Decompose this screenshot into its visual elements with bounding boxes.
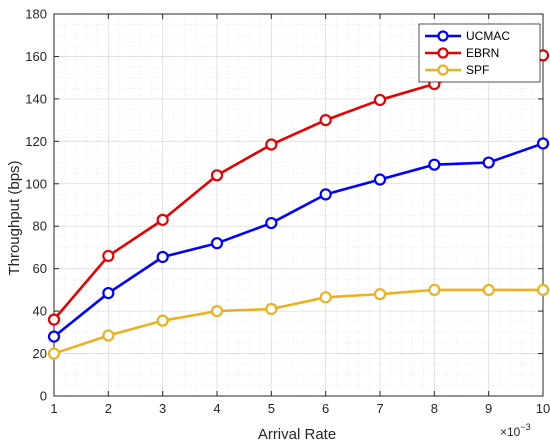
y-tick-label: 0 — [40, 389, 47, 404]
y-tick-label: 160 — [25, 49, 47, 64]
legend-marker-ebrn — [437, 47, 449, 59]
x-multiplier-exponent: −3 — [520, 422, 530, 432]
data-point-spf — [536, 283, 550, 296]
x-axis-ticks: 1 2 3 4 5 6 7 8 9 10 — [50, 14, 550, 416]
x-tick-label: 2 — [105, 401, 112, 416]
legend-label-ebrn: EBRN — [466, 46, 499, 60]
data-point-spf — [210, 305, 224, 318]
data-point-ucmac — [265, 216, 278, 230]
legend-label-ucmac: UCMAC — [466, 29, 510, 43]
data-point-spf — [482, 283, 495, 296]
x-tick-label: 7 — [376, 401, 383, 416]
y-tick-label: 60 — [33, 261, 47, 276]
legend-entry-spf: SPF — [425, 63, 489, 77]
legend-entry-ucmac: UCMAC — [425, 29, 510, 43]
x-tick-label: 1 — [50, 401, 57, 416]
plot-frame — [53, 13, 544, 397]
data-point-ucmac — [156, 250, 169, 264]
data-point-ebrn — [210, 169, 224, 182]
y-tick-label: 120 — [25, 134, 47, 149]
y-tick-label: 40 — [33, 304, 47, 319]
series-line-spf — [53, 288, 543, 355]
data-point-spf — [265, 302, 278, 316]
legend-label-spf: SPF — [466, 63, 489, 77]
x-tick-label: 6 — [322, 401, 329, 416]
series-ucmac — [47, 137, 550, 343]
data-point-spf — [373, 288, 387, 301]
data-point-ucmac — [47, 330, 61, 343]
legend-marker-spf — [437, 64, 449, 76]
legend-marker-ucmac — [437, 30, 449, 42]
y-axis-label: Throughput (bps) — [6, 160, 23, 275]
x-tick-label: 4 — [213, 401, 220, 416]
y-tick-label: 20 — [33, 346, 47, 361]
y-tick-label: 180 — [25, 7, 47, 22]
data-point-ebrn — [156, 213, 169, 226]
data-point-ucmac — [102, 286, 115, 300]
series-spf — [47, 283, 550, 360]
y-tick-label: 100 — [25, 176, 47, 191]
x-axis-multiplier: ×10−3 — [500, 422, 531, 439]
data-point-ucmac — [536, 137, 550, 150]
data-point-ucmac — [482, 156, 495, 169]
data-point-ucmac — [319, 188, 332, 201]
data-point-ucmac — [373, 173, 387, 186]
x-axis-label: Arrival Rate — [258, 426, 336, 443]
data-point-spf — [156, 314, 169, 327]
data-point-ebrn — [319, 114, 332, 127]
data-point-ebrn — [265, 138, 278, 151]
x-multiplier-base: ×10 — [500, 425, 521, 439]
legend-entry-ebrn: EBRN — [425, 46, 499, 60]
y-tick-label: 80 — [33, 219, 47, 234]
data-point-ucmac — [428, 158, 441, 171]
data-point-spf — [47, 347, 61, 360]
series-line-ucmac — [53, 142, 544, 338]
x-tick-label: 5 — [268, 401, 275, 416]
y-tick-label: 140 — [25, 91, 47, 106]
data-point-ebrn — [47, 313, 61, 326]
data-point-spf — [102, 329, 115, 342]
data-point-ebrn — [373, 93, 387, 107]
x-tick-label: 9 — [485, 401, 492, 416]
data-point-ebrn — [102, 249, 115, 263]
legend: UCMAC EBRN SPF — [418, 23, 541, 83]
y-axis-ticks: 0 20 40 60 80 100 120 140 160 180 — [25, 7, 543, 404]
series-layer — [47, 49, 550, 360]
x-tick-label: 8 — [431, 401, 438, 416]
data-point-spf — [319, 291, 332, 304]
x-tick-label: 10 — [536, 401, 550, 416]
data-point-ucmac — [210, 237, 224, 250]
x-tick-label: 3 — [159, 401, 166, 416]
data-point-spf — [428, 283, 441, 296]
